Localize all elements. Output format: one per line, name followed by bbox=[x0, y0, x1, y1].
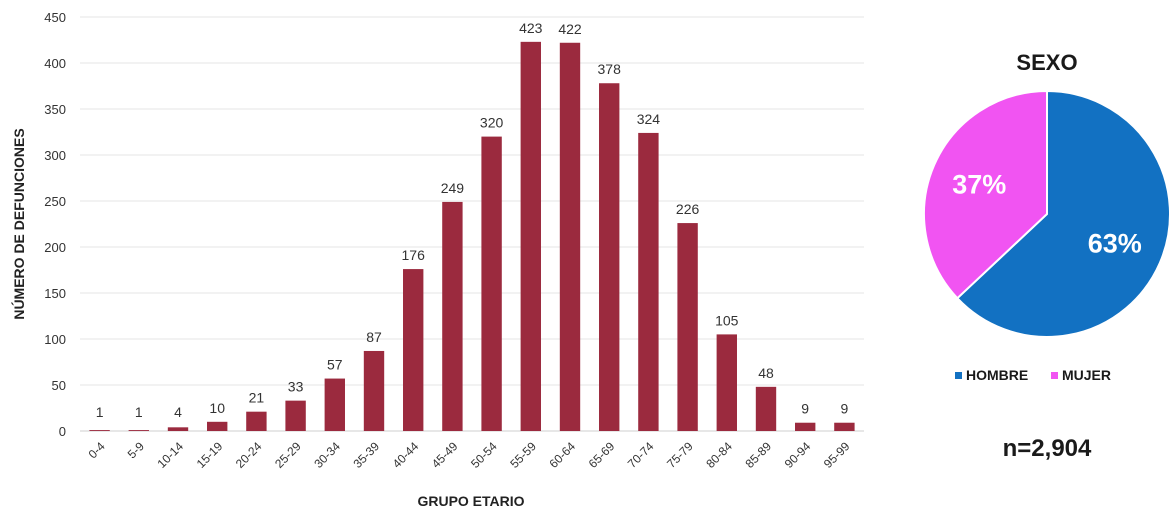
bar-45-49 bbox=[442, 201, 463, 431]
y-tick-label: 400 bbox=[44, 56, 66, 71]
pie-slices: 63% 37% bbox=[923, 89, 1171, 338]
y-tick-label: 50 bbox=[52, 378, 66, 393]
y-axis-title: NÚMERO DE DEFUNCIONES bbox=[10, 128, 27, 319]
data-label: 422 bbox=[558, 21, 582, 37]
data-label: 423 bbox=[519, 20, 543, 36]
x-tick-label: 30-34 bbox=[311, 439, 343, 471]
bar-70-74 bbox=[638, 132, 659, 432]
legend-swatch-hombre bbox=[955, 372, 962, 379]
bar-75-79 bbox=[677, 223, 698, 431]
data-label: 57 bbox=[327, 357, 343, 373]
x-tick-label: 55-59 bbox=[507, 439, 539, 471]
data-label: 1 bbox=[96, 404, 104, 420]
data-label: 105 bbox=[715, 312, 739, 328]
pie-legend: HOMBRE MUJER bbox=[955, 367, 1111, 383]
pie-slice-mujer bbox=[923, 89, 1048, 300]
x-tick-label: 60-64 bbox=[547, 439, 579, 471]
x-axis-ticks: 0-4 5-9 10-14 15-19 20-24 25-29 30-34 35-39 40-4… bbox=[86, 439, 853, 471]
data-label: 33 bbox=[288, 379, 304, 395]
bar-20-24 bbox=[246, 411, 267, 431]
bars bbox=[89, 41, 855, 432]
x-tick-label: 15-19 bbox=[194, 439, 226, 471]
data-label: 249 bbox=[441, 180, 465, 196]
y-tick-label: 350 bbox=[44, 102, 66, 117]
pie-slice-label: 63% bbox=[1088, 228, 1142, 258]
y-axis-ticks: 0 50 100 150 200 250 300 350 400 450 bbox=[44, 10, 66, 439]
sample-size-note: n=2,904 bbox=[1003, 435, 1092, 462]
data-label: 324 bbox=[637, 111, 661, 127]
x-tick-label: 85-89 bbox=[743, 439, 775, 471]
data-label: 9 bbox=[841, 401, 849, 417]
bar-5-9 bbox=[128, 430, 149, 431]
y-tick-label: 250 bbox=[44, 194, 66, 209]
x-tick-label: 35-39 bbox=[351, 439, 383, 471]
data-label: 320 bbox=[480, 115, 504, 131]
legend-label-mujer: MUJER bbox=[1062, 367, 1111, 383]
x-tick-label: 0-4 bbox=[86, 439, 108, 461]
x-tick-label: 40-44 bbox=[390, 439, 422, 471]
data-label: 48 bbox=[758, 365, 774, 381]
bar-95-99 bbox=[834, 422, 855, 431]
pie-slice-label: 37% bbox=[952, 170, 1006, 200]
x-tick-label: 65-69 bbox=[586, 439, 618, 471]
pie-slice-hombre bbox=[955, 89, 1171, 338]
bar-0-4 bbox=[89, 430, 110, 431]
x-tick-label: 20-24 bbox=[233, 439, 265, 471]
x-tick-label: 25-29 bbox=[272, 439, 304, 471]
x-tick-label: 5-9 bbox=[125, 439, 147, 461]
data-label: 226 bbox=[676, 201, 700, 217]
bar-15-19 bbox=[207, 421, 228, 431]
data-labels: 1 1 4 10 21 33 57 87 176 249 320 423 422 378 324 226 105… bbox=[96, 20, 849, 420]
data-label: 10 bbox=[209, 400, 225, 416]
x-tick-label: 90-94 bbox=[782, 439, 814, 471]
y-tick-label: 100 bbox=[44, 332, 66, 347]
y-tick-label: 450 bbox=[44, 10, 66, 25]
pie-chart: SEXO 63% 37% HOMBRE MUJER n=2,904 bbox=[923, 50, 1171, 462]
data-label: 87 bbox=[366, 329, 382, 345]
bar-65-69 bbox=[599, 83, 620, 432]
bar-40-44 bbox=[403, 269, 424, 431]
x-tick-label: 10-14 bbox=[155, 439, 187, 471]
x-axis-title: GRUPO ETARIO bbox=[417, 493, 524, 509]
x-tick-label: 95-99 bbox=[821, 439, 853, 471]
legend-swatch-mujer bbox=[1051, 372, 1058, 379]
legend-label-hombre: HOMBRE bbox=[966, 367, 1028, 383]
bar-10-14 bbox=[167, 427, 189, 431]
bar-chart: 0 50 100 150 200 250 300 350 400 450 1 1 4 10 21 33 57 8… bbox=[10, 10, 864, 509]
data-label: 378 bbox=[598, 61, 622, 77]
data-label: 21 bbox=[249, 390, 265, 406]
bar-35-39 bbox=[363, 350, 385, 431]
y-tick-label: 150 bbox=[44, 286, 66, 301]
gridlines bbox=[80, 16, 864, 432]
bar-80-84 bbox=[716, 334, 737, 431]
y-tick-label: 300 bbox=[44, 148, 66, 163]
bar-25-29 bbox=[285, 400, 306, 431]
x-tick-label: 80-84 bbox=[703, 439, 735, 471]
data-label: 176 bbox=[402, 247, 426, 263]
data-label: 9 bbox=[801, 401, 809, 417]
bar-30-34 bbox=[324, 378, 345, 431]
bar-90-94 bbox=[795, 422, 816, 431]
y-tick-label: 200 bbox=[44, 240, 66, 255]
y-tick-label: 0 bbox=[59, 424, 66, 439]
bar-50-54 bbox=[481, 136, 502, 431]
pie-title: SEXO bbox=[1016, 50, 1077, 75]
x-tick-label: 50-54 bbox=[468, 439, 500, 471]
bar-55-59 bbox=[520, 41, 541, 432]
x-tick-label: 70-74 bbox=[625, 439, 657, 471]
data-label: 1 bbox=[135, 404, 143, 420]
x-tick-label: 45-49 bbox=[429, 439, 461, 471]
data-label: 4 bbox=[174, 404, 182, 420]
bar-60-64 bbox=[559, 42, 581, 431]
x-tick-label: 75-79 bbox=[664, 439, 696, 471]
bar-85-89 bbox=[755, 386, 777, 431]
